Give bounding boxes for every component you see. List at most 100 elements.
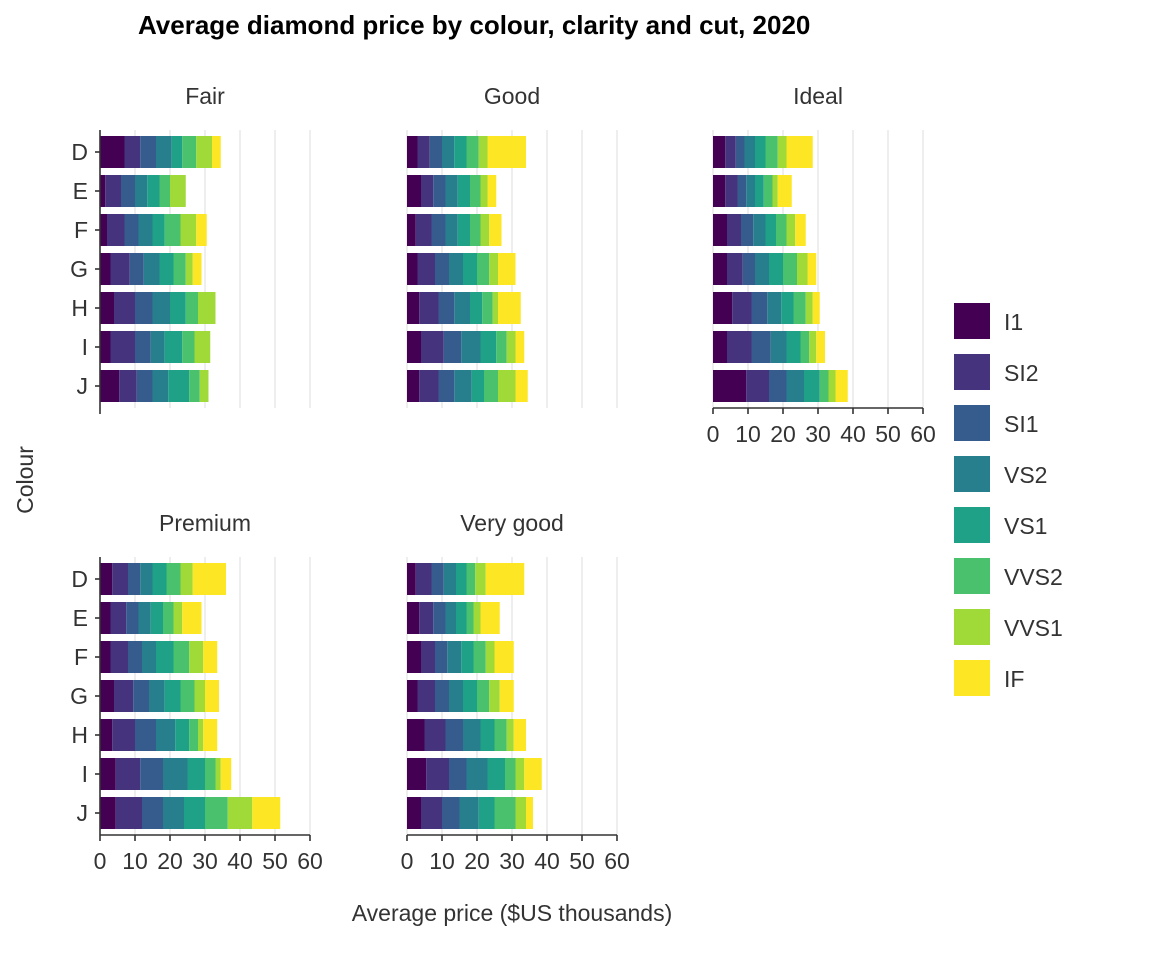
bar-segment-good-E-vs1 <box>457 175 470 207</box>
bar-segment-ideal-F-if <box>795 214 806 246</box>
bar-segment-premium-G-si1 <box>133 680 149 712</box>
bar-segment-ideal-G-i1 <box>713 253 727 285</box>
bar-segment-good-E-vvs1 <box>480 175 488 207</box>
bar-segment-premium-J-vs1 <box>184 797 205 829</box>
bar-segment-very-good-D-vs2 <box>443 563 456 595</box>
bar-segment-premium-I-vvs2 <box>205 758 216 790</box>
bar-segment-good-F-si2 <box>415 214 432 246</box>
bar-segment-very-good-E-vvs1 <box>473 602 481 634</box>
bar-segment-very-good-F-if <box>494 641 514 673</box>
bar-segment-good-I-if <box>515 331 525 363</box>
bar-segment-premium-D-if <box>192 563 226 595</box>
bar-segment-good-D-if <box>487 136 526 168</box>
bar-segment-ideal-H-vs2 <box>767 292 782 324</box>
bar-segment-good-F-vvs1 <box>480 214 490 246</box>
bar-segment-very-good-D-vvs2 <box>466 563 476 595</box>
x-tick-label: 0 <box>401 848 414 874</box>
bar-segment-very-good-F-si1 <box>435 641 448 673</box>
bar-segment-premium-F-vs2 <box>142 641 156 673</box>
bar-segment-ideal-I-si1 <box>751 331 771 363</box>
legend-label-if: IF <box>1004 666 1024 692</box>
facet-title-very-good: Very good <box>460 510 564 536</box>
bar-segment-ideal-H-vs1 <box>781 292 794 324</box>
x-tick-label: 40 <box>227 848 253 874</box>
bar-segment-fair-G-si1 <box>129 253 144 285</box>
bar-segment-premium-D-si2 <box>112 563 128 595</box>
bar-segment-fair-H-vs1 <box>170 292 186 324</box>
bar-segment-good-F-vvs2 <box>470 214 481 246</box>
y-tick-label: D <box>71 139 88 165</box>
bar-segment-fair-J-vs1 <box>168 370 190 402</box>
facet-title-good: Good <box>484 83 540 109</box>
bar-segment-fair-E-si1 <box>121 175 135 207</box>
bar-segment-good-E-si1 <box>433 175 446 207</box>
bar-segment-fair-D-vvs1 <box>196 136 212 168</box>
legend-swatch-i1 <box>954 303 990 339</box>
bar-segment-very-good-I-vvs1 <box>515 758 525 790</box>
bar-segment-fair-I-si1 <box>135 331 151 363</box>
bar-segment-ideal-E-vvs1 <box>772 175 778 207</box>
bar-segment-good-I-i1 <box>407 331 421 363</box>
bar-segment-very-good-F-vvs1 <box>485 641 495 673</box>
bar-segment-premium-I-vs2 <box>163 758 188 790</box>
bar-segment-ideal-E-if <box>777 175 792 207</box>
bar-segment-very-good-G-vvs2 <box>477 680 490 712</box>
bar-segment-ideal-E-vs2 <box>746 175 755 207</box>
bar-segment-good-E-vvs2 <box>470 175 481 207</box>
bar-segment-very-good-H-vvs1 <box>506 719 514 751</box>
bar-segment-good-J-vs2 <box>454 370 472 402</box>
bar-segment-very-good-H-vs1 <box>480 719 495 751</box>
bar-segment-ideal-H-vvs2 <box>793 292 806 324</box>
bar-segment-fair-G-i1 <box>100 253 111 285</box>
bar-segment-good-G-si2 <box>417 253 435 285</box>
legend-label-i1: I1 <box>1004 309 1023 335</box>
bar-segment-fair-J-vs2 <box>152 370 169 402</box>
y-tick-label: F <box>74 644 88 670</box>
bar-segment-very-good-J-i1 <box>407 797 421 829</box>
x-tick-label: 40 <box>840 421 866 447</box>
bar-segment-very-good-H-vs2 <box>463 719 481 751</box>
bar-segment-ideal-J-vvs2 <box>819 370 829 402</box>
bar-segment-very-good-E-vs1 <box>456 602 467 634</box>
bar-segment-fair-D-si2 <box>124 136 141 168</box>
bar-segment-good-J-si1 <box>438 370 455 402</box>
bar-segment-good-I-vvs1 <box>506 331 516 363</box>
bar-segment-ideal-G-if <box>807 253 817 285</box>
bar-segment-ideal-F-vvs2 <box>776 214 787 246</box>
bar-segment-very-good-G-i1 <box>407 680 418 712</box>
y-axis-title: Colour <box>12 446 38 514</box>
bar-segment-fair-E-vs1 <box>147 175 160 207</box>
bar-segment-premium-E-if <box>182 602 202 634</box>
bar-segment-very-good-F-vs2 <box>447 641 462 673</box>
bar-segment-ideal-D-if <box>786 136 813 168</box>
bar-segment-very-good-D-i1 <box>407 563 416 595</box>
bar-segment-good-G-si1 <box>435 253 449 285</box>
bar-segment-premium-I-vvs1 <box>215 758 221 790</box>
bar-segment-ideal-H-if <box>812 292 820 324</box>
bar-segment-ideal-G-vs1 <box>769 253 783 285</box>
bar-segment-fair-H-vvs2 <box>185 292 198 324</box>
x-tick-label: 10 <box>122 848 148 874</box>
bar-segment-premium-J-vvs2 <box>205 797 228 829</box>
bar-segment-premium-G-if <box>205 680 219 712</box>
bar-segment-good-F-if <box>489 214 502 246</box>
legend-swatch-vvs1 <box>954 609 990 645</box>
bar-segment-good-H-i1 <box>407 292 420 324</box>
x-tick-label: 20 <box>157 848 183 874</box>
legend-swatch-vs2 <box>954 456 990 492</box>
bar-segment-very-good-F-vvs2 <box>473 641 486 673</box>
bar-segment-fair-F-vvs2 <box>164 214 181 246</box>
bar-segment-good-E-si2 <box>421 175 434 207</box>
bar-segment-very-good-F-vs1 <box>461 641 474 673</box>
bar-segment-ideal-I-vvs2 <box>800 331 810 363</box>
bar-segment-premium-F-vvs1 <box>189 641 204 673</box>
bar-segment-premium-H-vvs1 <box>198 719 204 751</box>
bar-segment-premium-G-vs2 <box>149 680 165 712</box>
bar-segment-fair-J-vvs1 <box>199 370 209 402</box>
bar-segment-ideal-D-vs2 <box>744 136 755 168</box>
legend-label-vvs1: VVS1 <box>1004 615 1063 641</box>
bar-segment-good-H-si2 <box>419 292 439 324</box>
bar-segment-very-good-E-vs2 <box>445 602 456 634</box>
bar-segment-ideal-H-si1 <box>751 292 768 324</box>
bar-segment-premium-H-si1 <box>135 719 156 751</box>
